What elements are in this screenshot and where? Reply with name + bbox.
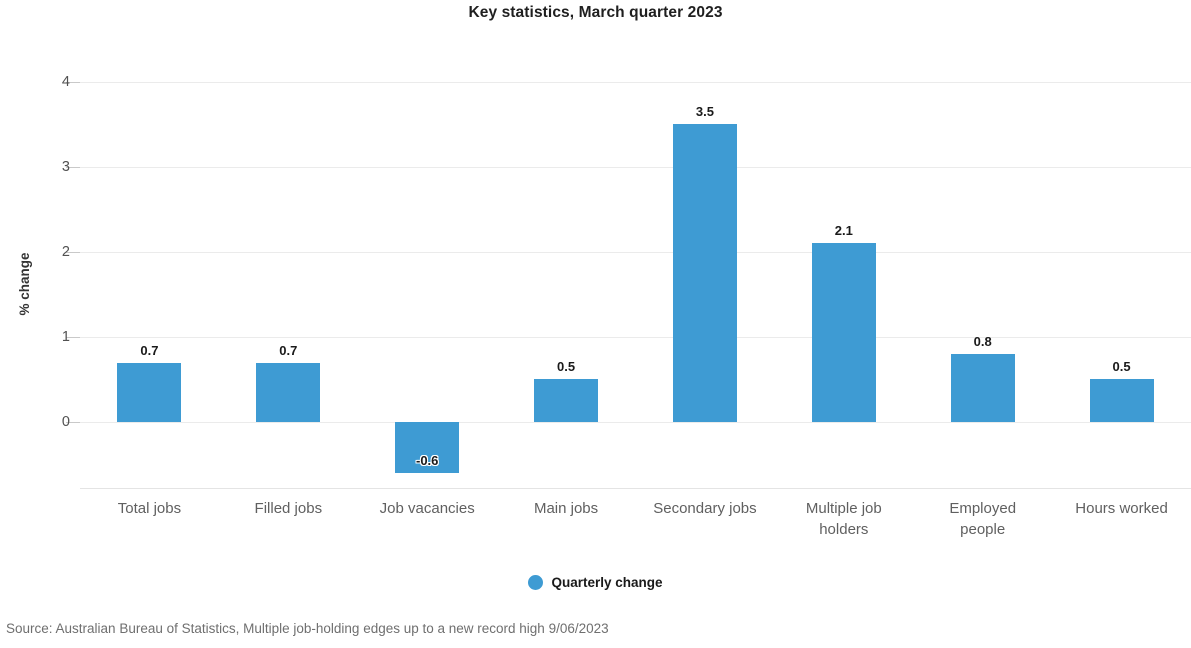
- gridline-1: [80, 337, 1191, 338]
- gridline-0: [80, 422, 1191, 423]
- bar-value-secondary-jobs: 3.5: [695, 104, 714, 119]
- bar-value-job-vacancies: -0.6: [415, 453, 439, 468]
- bar-job-vacancies[interactable]: [395, 422, 460, 473]
- bar-value-employed-people: 0.8: [973, 334, 992, 349]
- y-tick-label-1: 1: [61, 329, 70, 345]
- y-tick-label-4: 4: [61, 74, 70, 90]
- y-tick-0: [66, 422, 80, 423]
- category-label-secondary-jobs: Secondary jobs: [653, 500, 757, 517]
- gridline-4: [80, 82, 1191, 83]
- gridline-2: [80, 252, 1191, 253]
- category-label-employed-people: Employed people: [949, 500, 1017, 538]
- bar-value-filled-jobs: 0.7: [279, 343, 298, 358]
- bar-hours-worked[interactable]: [1089, 379, 1154, 422]
- y-tick-label-2: 2: [61, 244, 70, 260]
- legend-item-quarterly-change[interactable]: Quarterly change: [0, 572, 1191, 592]
- legend-label: Quarterly change: [551, 574, 663, 590]
- y-tick-3: [66, 167, 80, 168]
- legend-marker-icon: [528, 574, 544, 590]
- bar-value-hours-worked: 0.5: [1112, 359, 1131, 374]
- bar-main-jobs[interactable]: [534, 379, 599, 422]
- bar-total-jobs[interactable]: [117, 363, 182, 422]
- category-label-main-jobs: Main jobs: [533, 500, 599, 517]
- category-label-job-vacancies: Job vacancies: [379, 500, 475, 517]
- y-tick-label-0: 0: [61, 414, 70, 430]
- bar-employed-people[interactable]: [950, 354, 1015, 422]
- x-axis-line: [80, 488, 1191, 489]
- bar-value-multiple-job-holders: 2.1: [834, 223, 853, 238]
- bar-value-total-jobs: 0.7: [140, 343, 159, 358]
- y-axis-label: % change: [17, 252, 32, 316]
- bar-value-main-jobs: 0.5: [557, 359, 576, 374]
- source-note: Source: Australian Bureau of Statistics,…: [6, 621, 609, 636]
- gridline-3: [80, 167, 1191, 168]
- category-label-multiple-job-holders: Multiple job holders: [805, 500, 882, 538]
- y-tick-2: [66, 252, 80, 253]
- bar-multiple-job-holders[interactable]: [811, 243, 876, 422]
- bar-secondary-jobs[interactable]: [672, 124, 737, 422]
- y-tick-label-3: 3: [61, 159, 70, 175]
- category-label-total-jobs: Total jobs: [117, 500, 182, 517]
- category-label-hours-worked: Hours worked: [1075, 500, 1168, 517]
- y-tick-4: [66, 82, 80, 83]
- bar-filled-jobs[interactable]: [256, 363, 321, 422]
- category-label-filled-jobs: Filled jobs: [254, 500, 323, 517]
- chart-title: Key statistics, March quarter 2023: [468, 4, 723, 21]
- y-tick-1: [66, 337, 80, 338]
